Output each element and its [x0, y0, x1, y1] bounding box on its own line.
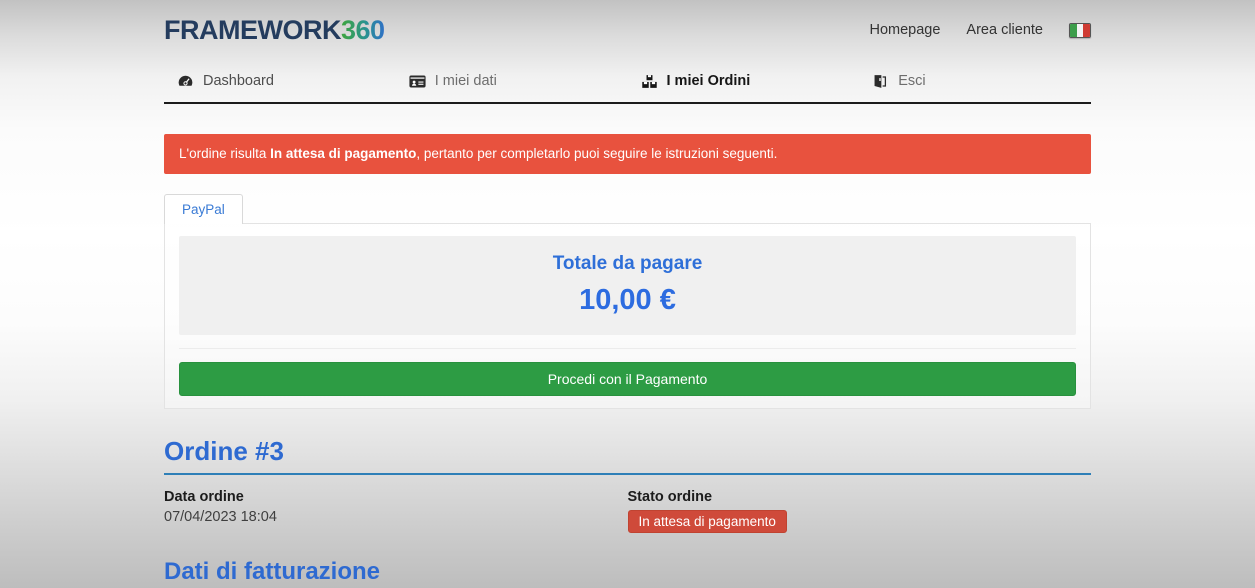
alert-text-suffix: , pertanto per completarlo puoi seguire …: [416, 146, 778, 161]
order-date-value: 07/04/2023 18:04: [164, 508, 277, 525]
homepage-link[interactable]: Homepage: [869, 22, 941, 38]
nav-label: I miei Ordini: [666, 73, 751, 89]
logo-text-360: 360: [340, 14, 385, 45]
payment-pending-alert: L'ordine risulta In attesa di pagamento,…: [164, 134, 1091, 174]
alert-text-bold: In attesa di pagamento: [270, 146, 417, 161]
order-info: Data ordine 07/04/2023 18:04 Stato ordin…: [164, 489, 1091, 533]
logo-text-framework: FRAMEWORK: [164, 14, 341, 45]
panel-divider: [179, 347, 1076, 349]
nav-label: Dashboard: [203, 73, 274, 89]
alert-text-prefix: L'ordine risulta: [179, 146, 271, 161]
cubes-icon: [641, 73, 658, 90]
paypal-tab-panel: Totale da pagare 10,00 € Procedi con il …: [164, 222, 1091, 409]
main-nav: Dashboard I miei dati I miei Ordini Esci: [164, 60, 1091, 104]
status-badge: In attesa di pagamento: [627, 509, 787, 533]
framework360-logo[interactable]: FRAMEWORK360: [164, 15, 385, 46]
payment-method-tabs: PayPal: [164, 193, 1091, 224]
nav-item-dashboard[interactable]: Dashboard: [164, 73, 396, 90]
order-status-column: Stato ordine In attesa di pagamento: [627, 488, 1092, 533]
id-card-icon: [409, 73, 426, 90]
nav-item-i-miei-dati[interactable]: I miei dati: [396, 73, 628, 90]
order-title: Ordine #3: [164, 436, 1091, 475]
nav-label: I miei dati: [434, 73, 497, 89]
italian-flag-icon[interactable]: [1069, 22, 1091, 38]
page-container: FRAMEWORK360 Homepage Area cliente Dashb…: [164, 0, 1091, 588]
total-label: Totale da pagare: [552, 252, 703, 274]
order-date-label: Data ordine: [164, 488, 244, 505]
billing-title: Dati di fatturazione: [164, 558, 1091, 588]
order-date-column: Data ordine 07/04/2023 18:04: [164, 489, 628, 533]
tachometer-icon: [177, 73, 194, 90]
total-amount: 10,00 €: [579, 283, 676, 316]
sign-out-icon: [872, 73, 889, 90]
tab-paypal[interactable]: PayPal: [164, 193, 243, 224]
nav-item-esci[interactable]: Esci: [859, 73, 1091, 90]
order-status-label: Stato ordine: [627, 488, 713, 505]
total-box: Totale da pagare 10,00 €: [179, 235, 1076, 335]
proceed-payment-button[interactable]: Procedi con il Pagamento: [179, 361, 1076, 396]
top-header: FRAMEWORK360 Homepage Area cliente: [164, 0, 1091, 52]
area-cliente-link[interactable]: Area cliente: [966, 22, 1043, 38]
nav-label: Esci: [898, 73, 926, 89]
nav-item-i-miei-ordini[interactable]: I miei Ordini: [628, 73, 860, 90]
header-links: Homepage Area cliente: [869, 22, 1091, 38]
